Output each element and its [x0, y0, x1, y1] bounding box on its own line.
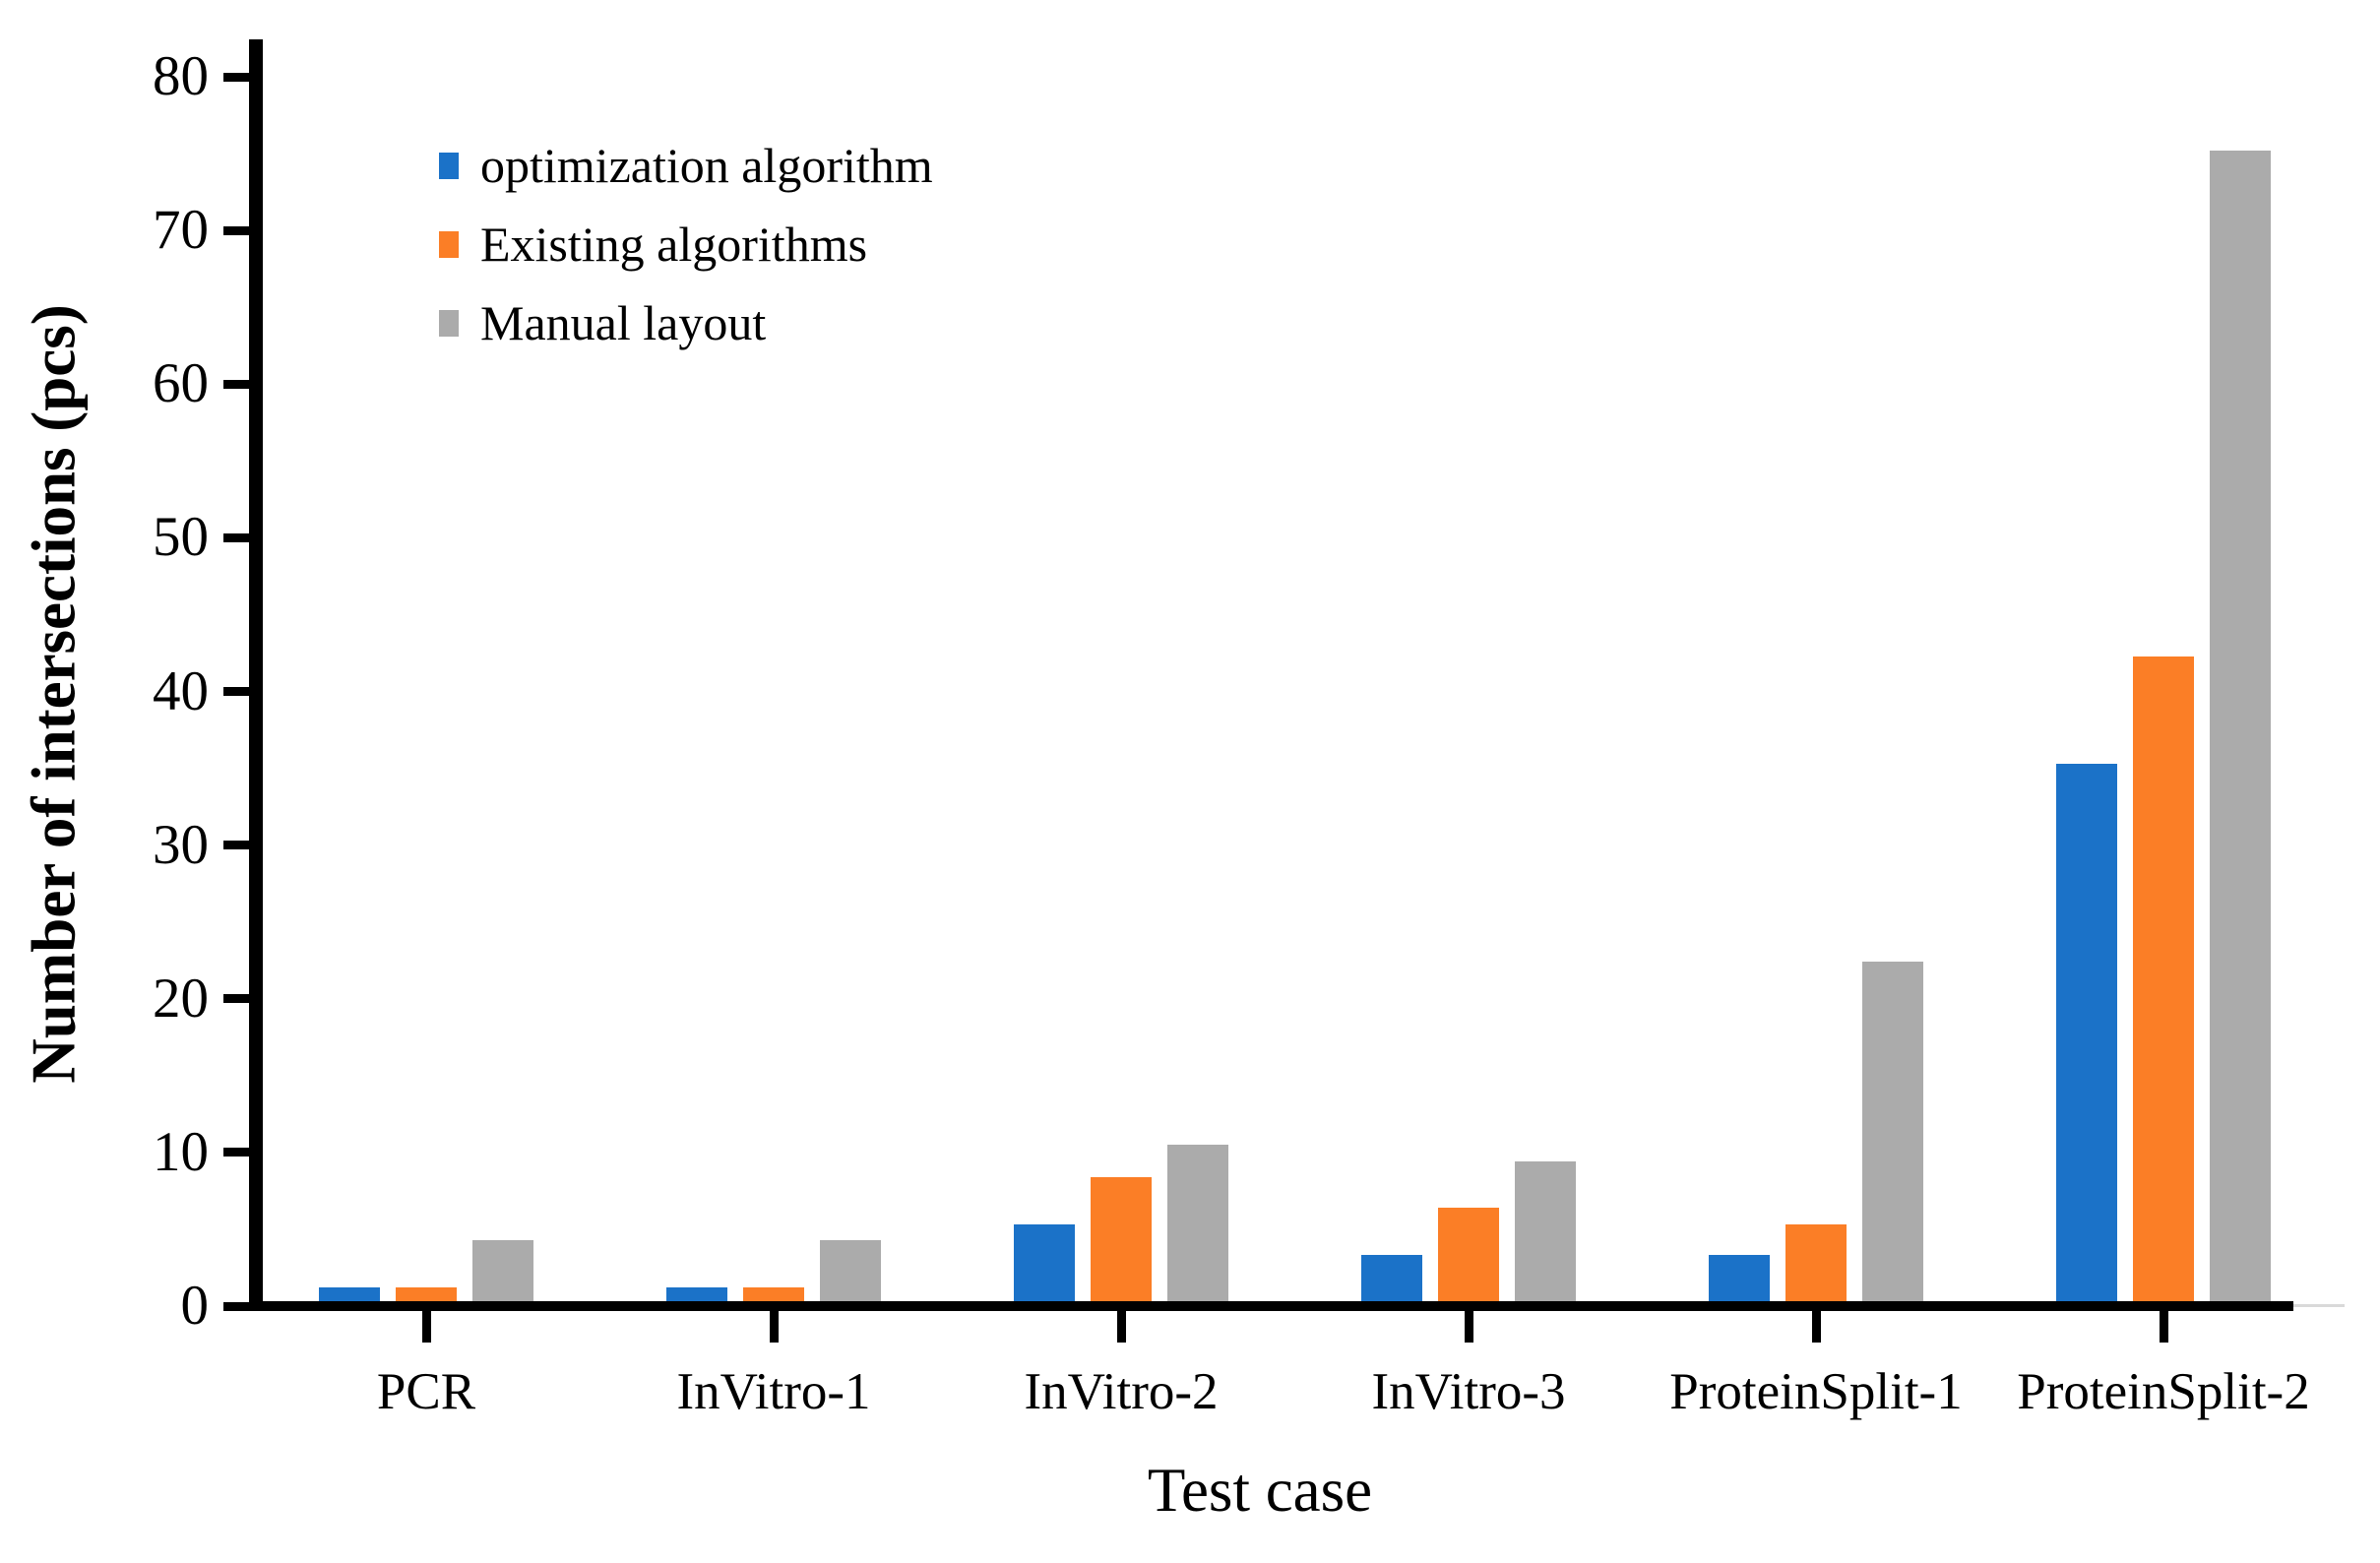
x-axis-title: Test case	[1147, 1456, 1373, 1525]
y-axis-line	[249, 39, 263, 1311]
y-tick-60	[223, 379, 249, 389]
bar-existing-algorithms-invitro-3	[1438, 1208, 1499, 1306]
y-tick-40	[223, 687, 249, 696]
x-axis-line	[249, 1301, 2293, 1311]
y-tick-80	[223, 72, 249, 82]
legend-item-existing-algorithms: Existing algorithms	[439, 219, 867, 269]
legend-item-optimization-algorithm: optimization algorithm	[439, 141, 933, 190]
x-axis-extension-line	[2293, 1304, 2345, 1307]
bar-existing-algorithms-proteinsplit-1	[1785, 1224, 1847, 1306]
x-tick-invitro-1	[769, 1311, 779, 1343]
legend-swatch-optimization-algorithm	[439, 152, 459, 179]
y-tick-label-60: 60	[153, 352, 209, 415]
bar-existing-algorithms-invitro-2	[1091, 1176, 1152, 1306]
x-category-label-proteinsplit-2: ProteinSplit-2	[2017, 1363, 2310, 1420]
y-tick-label-50: 50	[153, 506, 209, 569]
y-tick-20	[223, 994, 249, 1004]
y-tick-label-10: 10	[153, 1120, 209, 1183]
y-tick-70	[223, 225, 249, 235]
bar-manual-layout-invitro-1	[820, 1239, 881, 1306]
x-category-label-pcr: PCR	[376, 1363, 476, 1420]
y-tick-0	[223, 1301, 249, 1311]
legend-label-optimization-algorithm: optimization algorithm	[480, 138, 933, 193]
y-tick-10	[223, 1148, 249, 1157]
bar-optimization-algorithm-invitro-3	[1361, 1255, 1422, 1306]
bar-optimization-algorithm-proteinsplit-2	[2056, 763, 2117, 1306]
x-category-label-invitro-1: InVitro-1	[676, 1363, 871, 1420]
x-category-label-invitro-3: InVitro-3	[1371, 1363, 1566, 1420]
y-tick-label-70: 70	[153, 199, 209, 262]
bar-manual-layout-invitro-2	[1167, 1145, 1228, 1306]
x-tick-proteinsplit-2	[2159, 1311, 2168, 1343]
bar-optimization-algorithm-proteinsplit-1	[1709, 1255, 1770, 1306]
y-tick-label-30: 30	[153, 813, 209, 876]
legend-item-manual-layout: Manual layout	[439, 298, 766, 347]
legend-label-manual-layout: Manual layout	[480, 295, 767, 350]
y-tick-50	[223, 532, 249, 542]
x-tick-pcr	[421, 1311, 431, 1343]
legend-label-existing-algorithms: Existing algorithms	[480, 217, 868, 272]
bar-manual-layout-pcr	[472, 1239, 533, 1306]
y-tick-30	[223, 841, 249, 850]
bar-manual-layout-invitro-3	[1515, 1161, 1576, 1306]
bar-existing-algorithms-proteinsplit-2	[2133, 656, 2194, 1306]
legend-swatch-manual-layout	[439, 309, 459, 337]
x-tick-invitro-2	[1116, 1311, 1126, 1343]
x-category-label-proteinsplit-1: ProteinSplit-1	[1669, 1363, 1963, 1420]
y-tick-label-20: 20	[153, 967, 209, 1030]
legend-swatch-existing-algorithms	[439, 230, 459, 258]
y-tick-label-80: 80	[153, 45, 209, 107]
x-tick-proteinsplit-1	[1811, 1311, 1821, 1343]
bar-optimization-algorithm-invitro-2	[1014, 1224, 1075, 1306]
y-tick-label-0: 0	[180, 1275, 210, 1337]
y-tick-label-40: 40	[153, 659, 209, 722]
bar-manual-layout-proteinsplit-1	[1862, 962, 1923, 1306]
x-category-label-invitro-2: InVitro-2	[1024, 1363, 1219, 1420]
x-tick-invitro-3	[1464, 1311, 1473, 1343]
bar-manual-layout-proteinsplit-2	[2210, 150, 2271, 1306]
